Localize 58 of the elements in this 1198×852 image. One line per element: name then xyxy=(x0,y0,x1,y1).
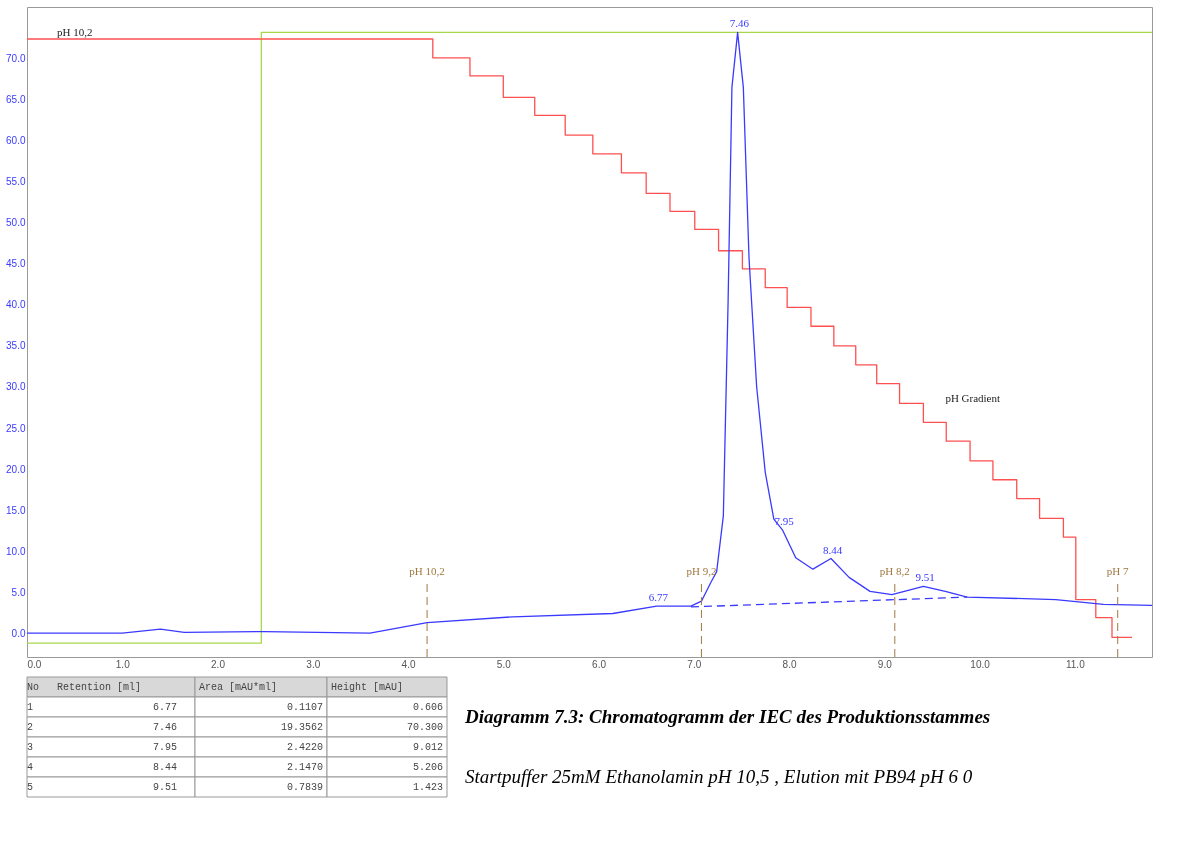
x-tick-label: 11.0 xyxy=(1065,658,1086,670)
text: 70.300 xyxy=(406,722,443,733)
text: 3 7.95 xyxy=(27,742,178,753)
annotation: 7.95 xyxy=(774,514,795,527)
y-tick-label: 20.0 xyxy=(6,463,26,475)
y-tick-label: 5.0 xyxy=(11,586,26,598)
text: 9.012 xyxy=(412,742,443,753)
annotation: pH 10,2 xyxy=(57,26,93,38)
text: Startpuffer 25mM Ethanolamin pH 10,5 , Elution mit PB94 pH 6 0 xyxy=(465,766,973,787)
text: Diagramm 7.3: Chromatogramm der IEC des Produktionsstammes xyxy=(464,706,991,727)
ref-line-label: pH 9,2 xyxy=(686,565,717,577)
text: 2.1470 xyxy=(286,762,323,773)
y-tick-label: 10.0 xyxy=(6,545,26,557)
category-label: Area [mAU*ml] xyxy=(199,682,278,693)
y-tick-label: 15.0 xyxy=(6,504,26,516)
text: 5 9.51 xyxy=(27,782,178,793)
x-tick-label: 1.0 xyxy=(115,658,131,670)
y-tick-label: 50.0 xyxy=(6,217,26,229)
y-tick-label: 40.0 xyxy=(6,299,26,311)
ref-line-label: pH 8,2 xyxy=(879,565,910,577)
y-tick-label: 25.0 xyxy=(6,422,26,434)
y-tick-label: 60.0 xyxy=(6,135,26,147)
annotation: 8.44 xyxy=(822,543,843,556)
y-tick-label: 65.0 xyxy=(6,94,26,106)
annotation: 6.77 xyxy=(648,591,669,604)
x-tick-label: 9.0 xyxy=(877,658,893,670)
x-tick-label: 3.0 xyxy=(306,658,321,670)
x-tick-label: 5.0 xyxy=(496,658,512,670)
text: 1.423 xyxy=(412,782,443,793)
category-label: Height [mAU] xyxy=(331,682,404,693)
text: 2 7.46 xyxy=(27,722,178,733)
text: 2.4220 xyxy=(286,742,323,753)
text: 4 8.44 xyxy=(27,762,178,773)
x-tick-label: 4.0 xyxy=(401,658,416,670)
y-tick-label: 45.0 xyxy=(6,258,26,270)
text: 0.1107 xyxy=(286,702,323,713)
annotation: 9.51 xyxy=(915,571,935,584)
text: 0.7839 xyxy=(286,782,323,793)
y-tick-label: 0.0 xyxy=(11,627,26,639)
text: 1 6.77 xyxy=(27,702,178,713)
text: 5.206 xyxy=(412,762,443,773)
x-tick-label: 8.0 xyxy=(782,658,797,670)
x-tick-label: 2.0 xyxy=(211,658,226,670)
category-label: No Retention [ml] xyxy=(27,682,142,693)
series-label: pH Gradient xyxy=(945,392,1001,405)
text: 19.3562 xyxy=(280,722,323,733)
y-tick-label: 35.0 xyxy=(6,340,26,352)
y-tick-label: 70.0 xyxy=(6,53,26,65)
y-tick-label: 55.0 xyxy=(6,176,26,188)
x-tick-label: 0.0 xyxy=(27,658,42,670)
annotation: 7.46 xyxy=(729,17,750,30)
x-tick-label: 7.0 xyxy=(687,658,702,670)
ref-line-label: pH 7 xyxy=(1106,565,1130,577)
x-tick-label: 10.0 xyxy=(970,658,991,670)
ref-line-label: pH 10,2 xyxy=(409,565,445,577)
y-tick-label: 30.0 xyxy=(6,381,26,393)
x-tick-label: 6.0 xyxy=(592,658,607,670)
text: 0.606 xyxy=(412,702,443,713)
